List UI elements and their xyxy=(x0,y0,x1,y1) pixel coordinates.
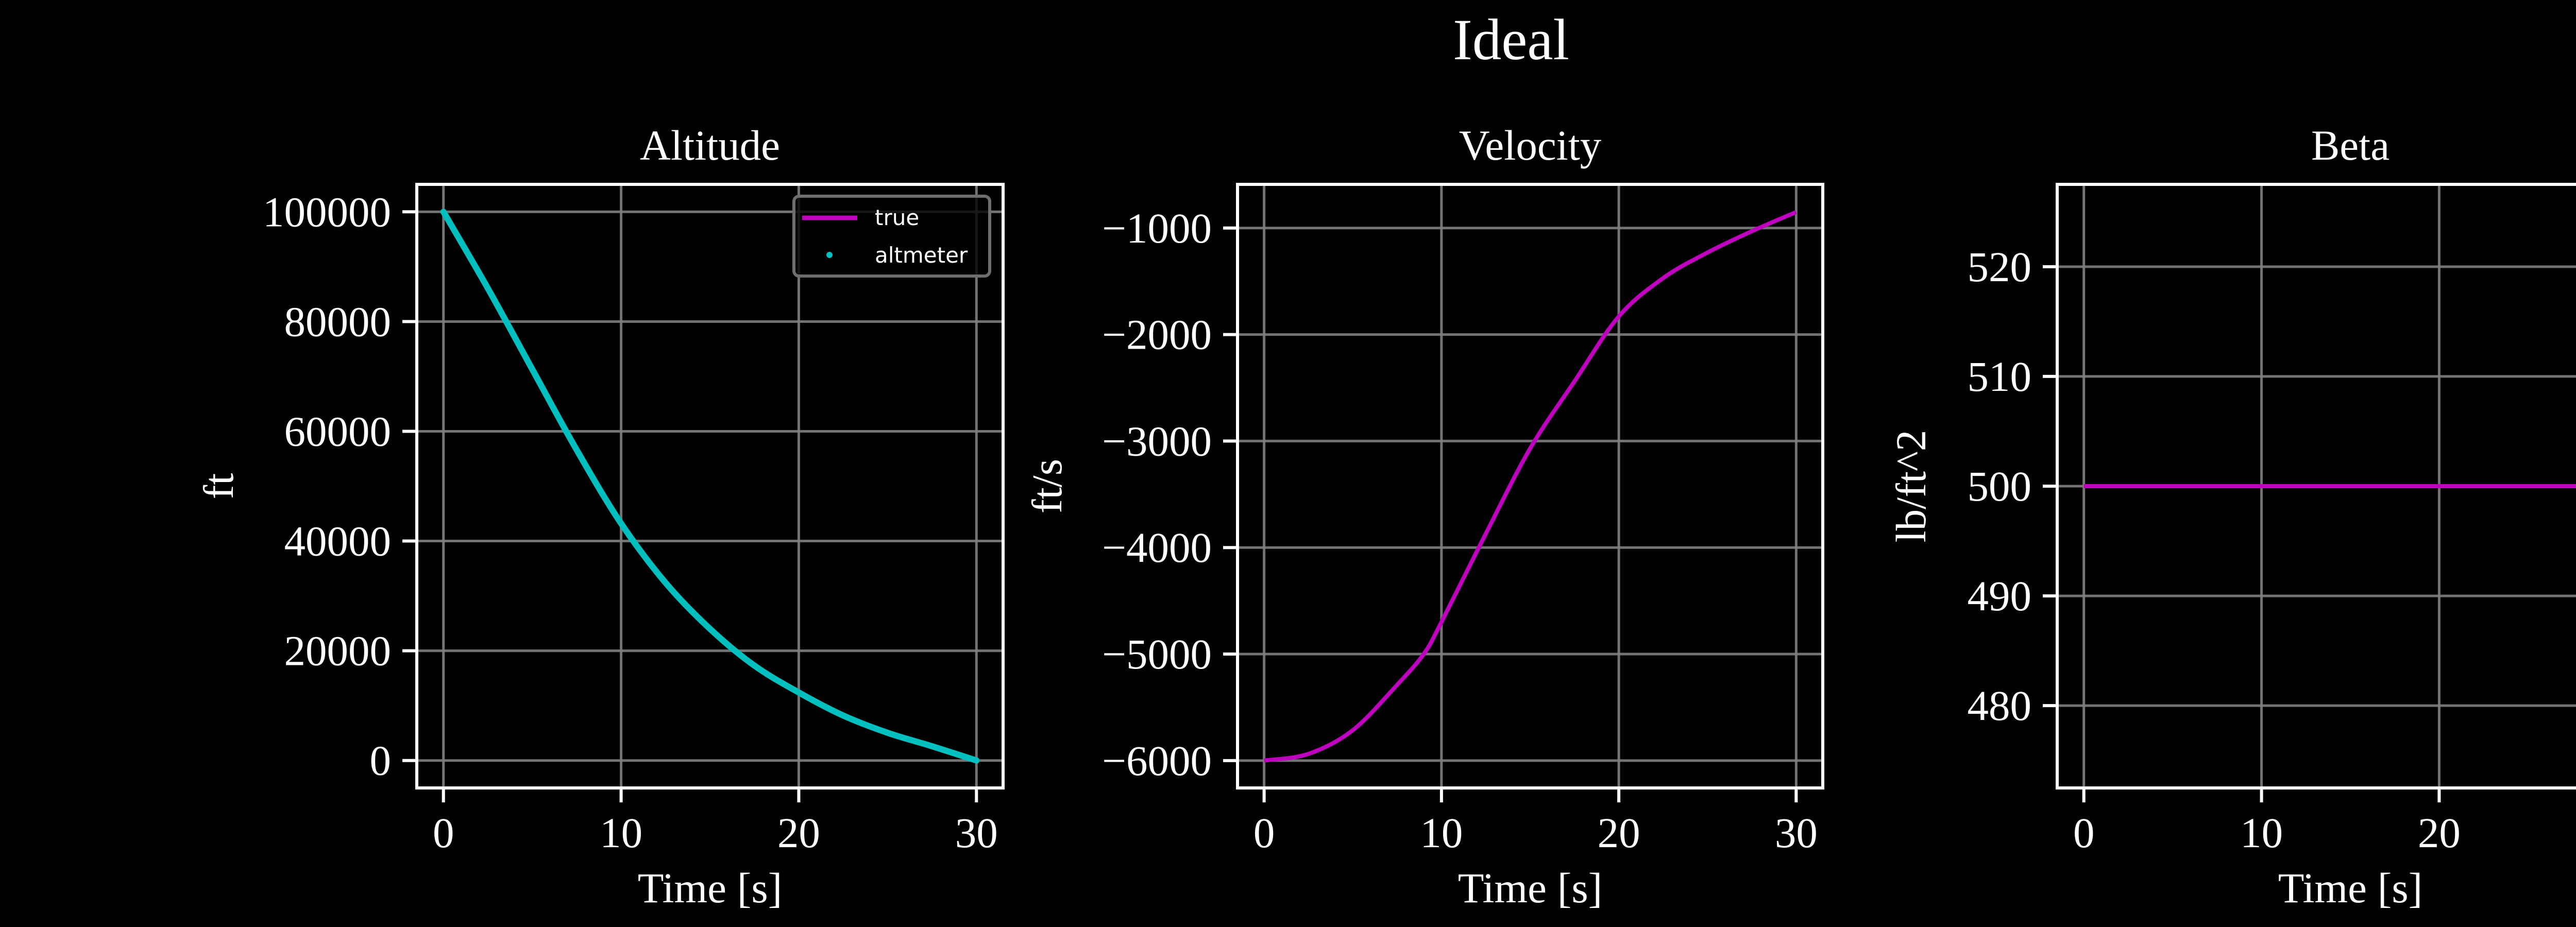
x-tick-label: 20 xyxy=(2418,809,2461,856)
velocity-y-ticks: −6000 −5000 −4000 −3000 −2000 −1000 xyxy=(1102,204,1238,784)
y-tick-label: −1000 xyxy=(1102,204,1212,252)
beta-ylabel: lb/ft^2 xyxy=(1887,430,1935,543)
velocity-title: Velocity xyxy=(1459,122,1602,169)
x-tick-label: 0 xyxy=(433,809,454,856)
legend-altmeter-label: altmeter xyxy=(875,243,968,268)
velocity-axes-frame xyxy=(1236,183,1824,789)
y-tick-label: −4000 xyxy=(1102,524,1212,571)
altitude-y-ticks: 0 20000 40000 60000 80000 100000 xyxy=(263,188,417,784)
series-altmeter xyxy=(440,209,980,764)
beta-y-ticks: 480 490 500 510 520 xyxy=(1968,243,2057,729)
velocity-xlabel: Time [s] xyxy=(1458,864,1603,912)
altitude-legend[interactable]: true altmeter xyxy=(792,195,991,278)
legend-true-label: true xyxy=(875,205,919,230)
y-tick-label: 20000 xyxy=(284,627,392,675)
x-tick-label: 10 xyxy=(2240,809,2283,856)
velocity-panel: Velocity 0 10 20 30 −6000 −5000 −4000 −3000 −20… xyxy=(1023,122,1824,912)
altitude-x-ticks: 0 10 20 30 xyxy=(433,788,998,856)
velocity-x-ticks: 0 10 20 30 xyxy=(1253,788,1818,856)
x-tick-label: 0 xyxy=(2073,809,2095,856)
y-tick-label: 520 xyxy=(1968,243,2032,290)
figure-suptitle: Ideal xyxy=(1453,8,1569,72)
y-tick-label: 480 xyxy=(1968,682,2032,729)
y-tick-label: 0 xyxy=(370,737,392,784)
altitude-xlabel: Time [s] xyxy=(638,864,783,912)
y-tick-label: 500 xyxy=(1968,462,2032,510)
y-tick-label: 510 xyxy=(1968,353,2032,400)
y-tick-label: 100000 xyxy=(263,188,391,235)
altitude-grid xyxy=(417,184,1003,788)
y-tick-label: 490 xyxy=(1968,572,2032,620)
x-tick-label: 30 xyxy=(1775,809,1818,856)
x-tick-label: 10 xyxy=(1420,809,1463,856)
altitude-panel: Altitude 0 10 20 30 0 20000 40000 60000 80000 10… xyxy=(195,122,1005,912)
altitude-plot-area xyxy=(440,209,980,764)
x-tick-label: 20 xyxy=(1598,809,1640,856)
velocity-plot-area xyxy=(1264,210,1797,763)
y-tick-label: 40000 xyxy=(284,518,392,565)
velocity-ylabel: ft/s xyxy=(1023,459,1071,513)
altitude-title: Altitude xyxy=(640,122,780,169)
x-tick-label: 10 xyxy=(600,809,642,856)
beta-title: Beta xyxy=(2311,122,2389,169)
legend-altmeter-swatch xyxy=(826,252,833,258)
y-tick-label: −5000 xyxy=(1102,630,1212,678)
x-tick-label: 30 xyxy=(955,809,998,856)
y-tick-label: −6000 xyxy=(1102,737,1212,784)
y-tick-label: 80000 xyxy=(284,298,392,345)
y-tick-label: 60000 xyxy=(284,407,392,455)
x-tick-label: 0 xyxy=(1253,809,1275,856)
altitude-ylabel: ft xyxy=(195,473,242,500)
beta-xlabel: Time [s] xyxy=(2278,864,2423,912)
altitude-axes-frame xyxy=(415,183,1005,789)
y-tick-label: −3000 xyxy=(1102,417,1212,465)
velocity-grid xyxy=(1238,184,1823,788)
series-true xyxy=(1264,210,1797,763)
x-tick-label: 20 xyxy=(777,809,820,856)
y-tick-label: −2000 xyxy=(1102,311,1212,358)
